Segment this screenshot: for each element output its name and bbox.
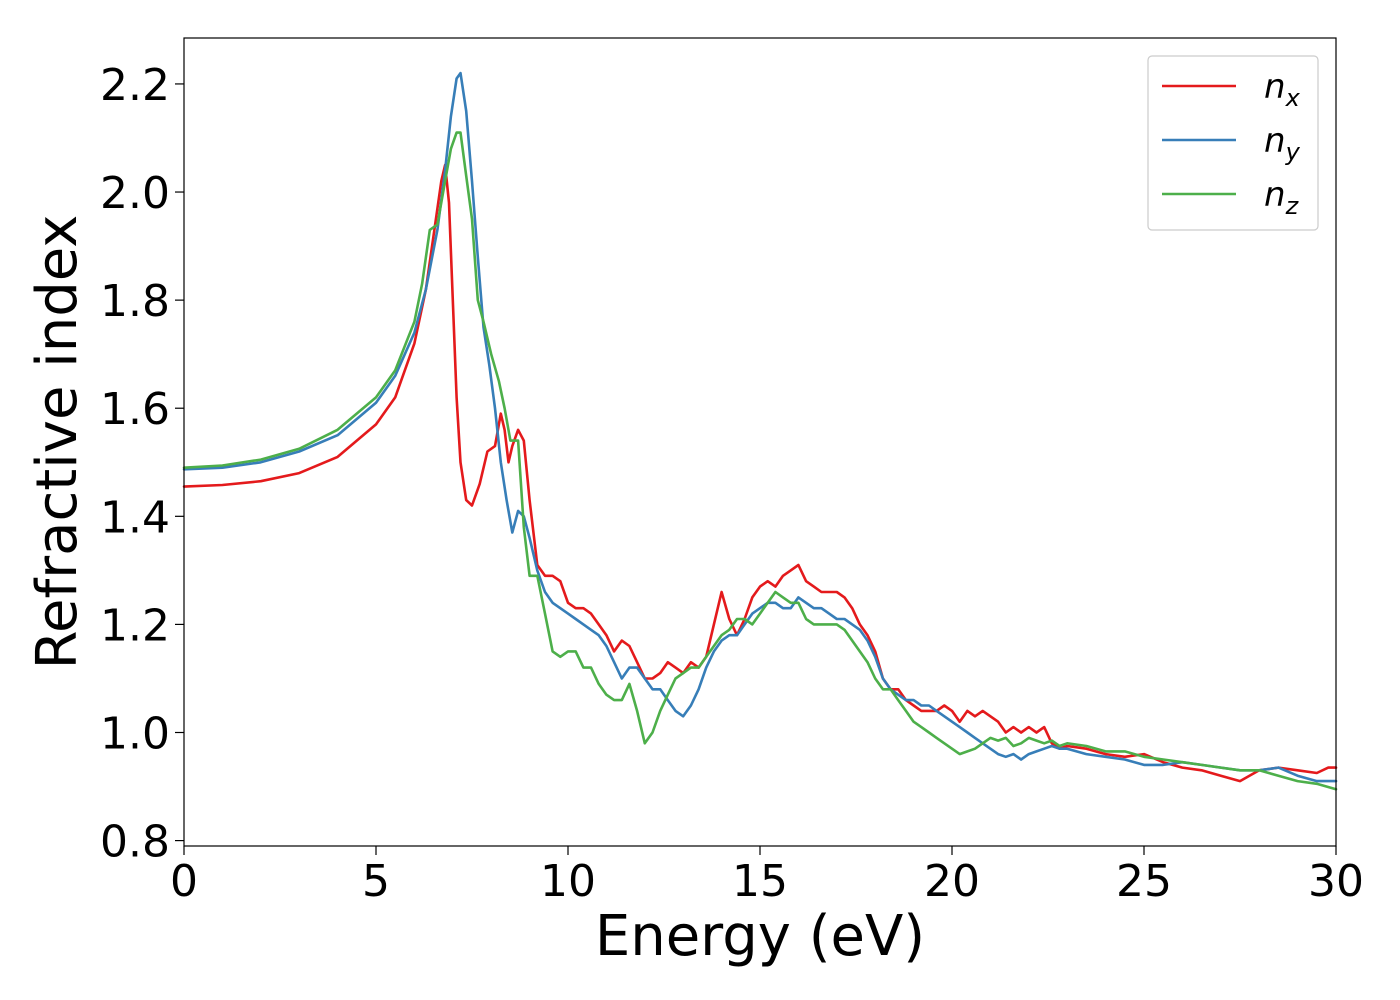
series-lines [182,71,1338,791]
legend-label-subscript: x [1285,84,1301,112]
legend-label-ny: ny [1264,121,1301,166]
y-tick-label: 1.2 [100,600,170,651]
y-tick-label: 1.4 [100,492,170,543]
legend-label-subscript: y [1285,138,1301,166]
y-tick-label: 2.2 [100,60,170,111]
series-line-ny [182,71,1338,783]
x-tick-label: 0 [170,856,198,907]
y-axis-title: Refractive index [25,215,90,670]
x-tick-label: 25 [1116,856,1172,907]
y-tick-label: 1.8 [100,276,170,327]
x-tick-label: 15 [732,856,788,907]
y-tick-label: 1.0 [100,709,170,760]
legend-box [1147,55,1319,231]
x-axis-title: Energy (eV) [595,904,925,969]
legend-label-main: n [1264,121,1286,161]
legend-label-nx: nx [1264,67,1301,112]
x-tick-label: 20 [924,856,980,907]
legend-label-subscript: z [1285,192,1300,220]
x-tick-label: 30 [1308,856,1364,907]
series-line-nz [182,131,1338,791]
legend-label-main: n [1264,175,1286,215]
x-axis-ticks: 0 5 10 15 20 25 30 [170,846,1364,907]
legend-label-main: n [1264,67,1286,107]
y-axis-ticks: 0.8 1.0 1.2 1.4 1.6 1.8 2.0 2.2 [100,60,184,868]
y-tick-label: 0.8 [100,817,170,868]
plot-frame [183,37,1337,847]
y-tick-label: 2.0 [100,168,170,219]
x-tick-label: 5 [362,856,390,907]
legend-label-nz: nz [1264,175,1300,220]
x-tick-label: 10 [540,856,596,907]
series-line-nx [182,163,1338,783]
y-tick-label: 1.6 [100,384,170,435]
